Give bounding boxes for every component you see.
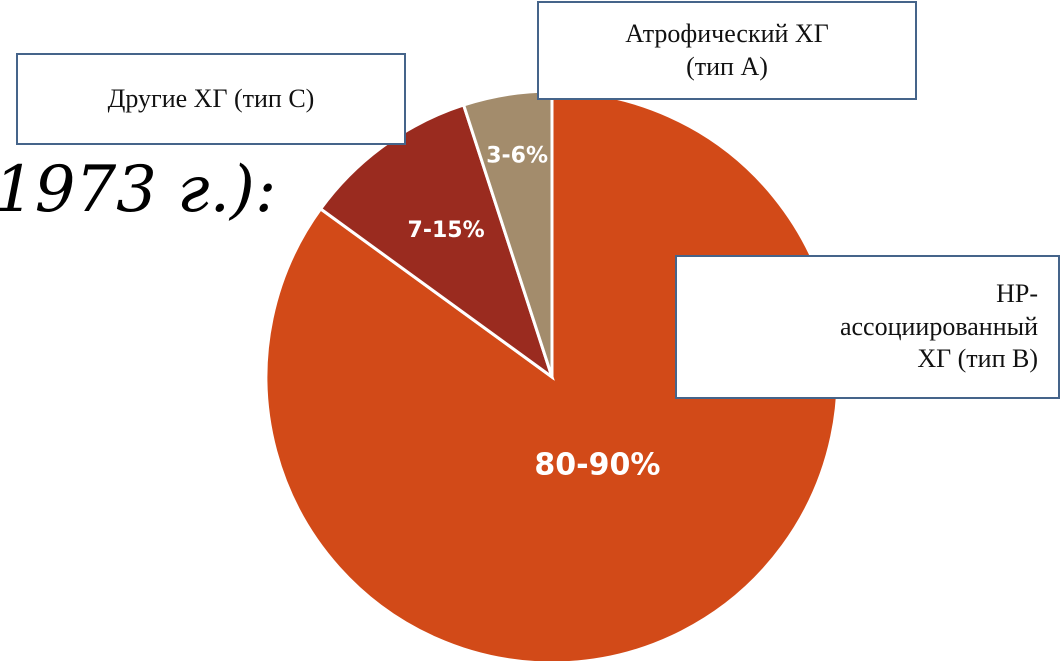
pie-slice-2 — [318, 103, 555, 381]
slide-title-fragment: 1973 г.): — [0, 153, 277, 227]
callout-other-gastritis: Другие ХГ (тип С) — [16, 53, 406, 145]
callout-hp-gastritis: HP- ассоциированный ХГ (тип В) — [675, 255, 1060, 399]
pie-slice-label-3: 3-6% — [486, 144, 548, 169]
callout-atrophic-line1: Атрофический ХГ — [625, 19, 829, 48]
pie-slice-label-2: 7-15% — [408, 218, 485, 243]
callout-hp-line3: ХГ (тип В) — [917, 344, 1038, 374]
pie-labels: 80-90% 7-15% 3-6% — [408, 144, 661, 483]
pie-slice-label-1: 80-90% — [534, 448, 660, 483]
callout-atrophic-gastritis: Атрофический ХГ (тип А) — [537, 1, 917, 100]
pie-slices — [264, 89, 840, 661]
callout-other-line1: Другие ХГ (тип С) — [107, 83, 315, 113]
callout-hp-line1: HP- — [996, 279, 1038, 309]
callout-hp-line2: ассоциированный — [839, 311, 1038, 341]
callout-atrophic-line2: (тип А) — [686, 51, 768, 81]
